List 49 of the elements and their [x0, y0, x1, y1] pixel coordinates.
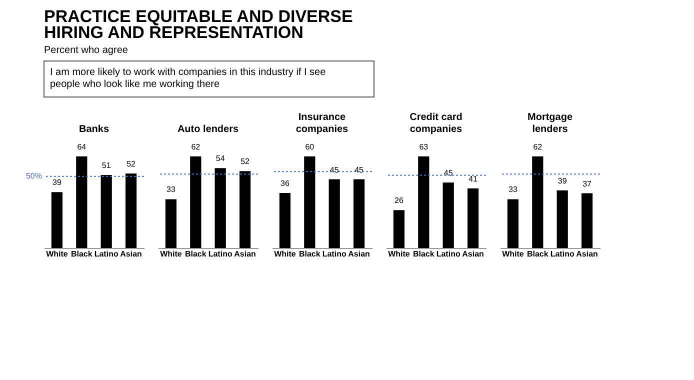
x-tick-label: Latino: [436, 250, 460, 258]
data-label: 45: [444, 168, 454, 178]
data-label: 39: [558, 176, 568, 186]
data-label: 51: [102, 160, 112, 170]
x-tick-label: White: [274, 250, 296, 258]
chart-title: Credit card companies: [410, 112, 463, 135]
data-label: 39: [52, 178, 62, 188]
data-label: 62: [191, 142, 201, 152]
x-tick-label: White: [160, 250, 182, 258]
data-label: 64: [77, 142, 87, 152]
data-label: 37: [582, 179, 592, 188]
x-tick-label: White: [46, 250, 68, 258]
x-tick-label: Black: [70, 250, 93, 258]
text: Percent who agree: [44, 45, 128, 56]
x-tick-label: Latino: [550, 250, 574, 258]
x-tick-label: Black: [526, 250, 549, 258]
data-label: 62: [533, 142, 543, 152]
x-tick-label: Asian: [120, 250, 142, 258]
x-tick-label: Latino: [208, 250, 232, 258]
data-label: 26: [394, 196, 404, 206]
x-tick-label: Latino: [322, 250, 346, 258]
x-tick-label: Asian: [348, 250, 370, 258]
x-tick-label: Black: [412, 250, 435, 258]
x-tick-label: Latino: [94, 250, 118, 258]
chart-title: Auto lenders: [177, 124, 239, 135]
data-label: 41: [468, 174, 478, 184]
text: PRACTICE EQUITABLE AND DIVERSE HIRING AND REPRESENTATION: [44, 7, 353, 42]
data-label: 54: [216, 154, 226, 164]
x-tick-label: Asian: [576, 250, 598, 258]
chart-title: Banks: [78, 124, 110, 135]
text: I am more likely to work with companies in this industry if I see people who look like me working there: [50, 67, 326, 90]
data-label: 60: [305, 142, 315, 152]
ref-line-label: 50%: [26, 171, 42, 180]
chart-title: Mortgage lenders: [528, 112, 573, 135]
x-tick-label: White: [502, 250, 524, 258]
data-label: 33: [166, 185, 176, 194]
data-label: 36: [280, 179, 290, 188]
data-label: 52: [126, 160, 136, 169]
x-tick-label: Asian: [462, 250, 484, 258]
data-label: 33: [508, 185, 518, 194]
chart-title: Insurance companies: [296, 112, 349, 135]
data-label: 52: [240, 157, 250, 166]
x-tick-label: Black: [184, 250, 207, 258]
x-tick-label: Black: [298, 250, 321, 258]
x-tick-label: Asian: [234, 250, 256, 258]
data-label: 45: [330, 165, 340, 174]
x-tick-label: White: [388, 250, 410, 258]
data-label: 63: [419, 142, 429, 152]
data-label: 45: [354, 165, 364, 174]
